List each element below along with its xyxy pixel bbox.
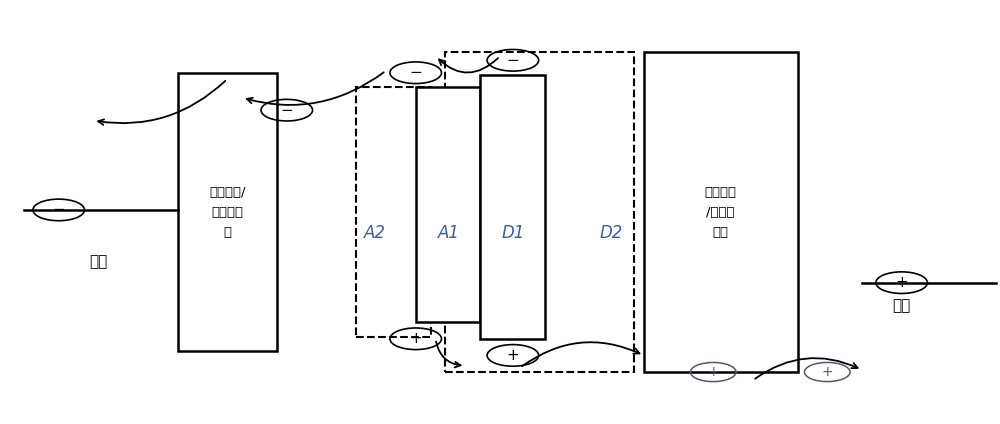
Bar <box>480 75 545 339</box>
Text: +: + <box>409 331 422 346</box>
Text: +: + <box>507 348 519 363</box>
Text: D2: D2 <box>599 224 623 242</box>
Text: −: − <box>52 202 65 218</box>
Text: +: + <box>895 275 908 290</box>
Text: 电子传输/
空穴阻挡
层: 电子传输/ 空穴阻挡 层 <box>209 186 246 239</box>
Bar <box>445 52 634 372</box>
Text: −: − <box>409 65 422 80</box>
Text: D1: D1 <box>501 224 525 242</box>
Text: +: + <box>707 365 719 379</box>
Text: +: + <box>821 365 833 379</box>
Text: 阳极: 阳极 <box>893 298 911 313</box>
Text: −: − <box>507 53 519 68</box>
Bar <box>416 87 480 322</box>
Bar <box>356 87 431 337</box>
Bar <box>644 52 798 372</box>
Bar <box>178 73 277 351</box>
Text: A1: A1 <box>437 224 459 242</box>
Text: −: − <box>280 103 293 118</box>
Text: 空穴传输
/电子阻
挡层: 空穴传输 /电子阻 挡层 <box>705 186 737 239</box>
Text: 阴极: 阴极 <box>89 254 108 269</box>
Text: A2: A2 <box>364 224 386 242</box>
